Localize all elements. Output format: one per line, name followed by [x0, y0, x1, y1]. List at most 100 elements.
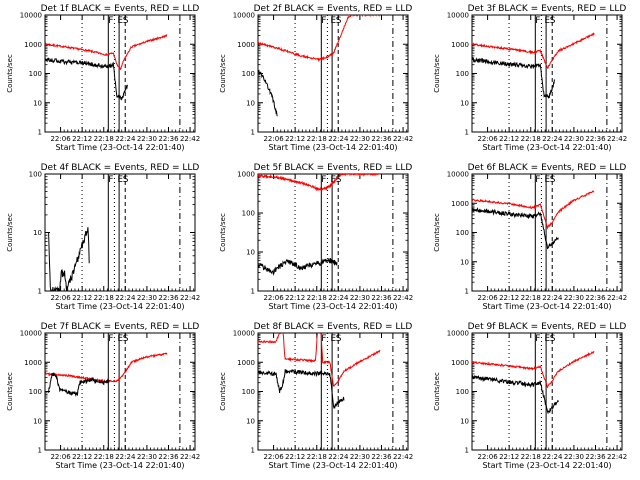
y-tick-label: 10: [460, 99, 469, 107]
y-tick-label: 10: [246, 99, 255, 107]
x-axis-label: Start Time (23-Oct-14 22:01:40): [482, 143, 611, 152]
x-tick-label: 22:42: [180, 453, 200, 461]
chart-panel-5: Det 5f BLACK = Events, RED = LLD 1 10 100 10…: [219, 163, 413, 311]
plot-frame: [471, 332, 623, 451]
marker-letter: E: [330, 16, 336, 26]
y-tick-label: 1000: [237, 41, 255, 49]
x-tick-label: 22:18: [307, 453, 327, 461]
y-tick-label: 1: [465, 447, 469, 455]
series-line-black: [472, 57, 555, 100]
marker-letter: S: [336, 334, 342, 344]
y-tick-label: 1000: [451, 41, 469, 49]
plot-frame: [257, 14, 409, 133]
marker-letter: E: [330, 175, 336, 185]
y-axis-label: Counts/sec: [6, 372, 14, 411]
x-tick-label: 22:12: [72, 294, 92, 302]
y-tick-label: 10000: [447, 171, 469, 179]
y-axis-label: Counts/sec: [433, 372, 441, 411]
chart-title: Det 2f BLACK = Events, RED = LLD: [254, 4, 413, 14]
x-axis-label: Start Time (23-Oct-14 22:01:40): [55, 461, 184, 470]
marker-letter: F: [321, 334, 326, 344]
y-tick-label: 100: [242, 210, 255, 218]
plot-frame: [44, 14, 196, 133]
x-tick-label: 22:42: [180, 294, 200, 302]
x-tick-label: 22:30: [564, 453, 584, 461]
x-tick-label: 22:42: [393, 135, 413, 143]
marker-letter: S: [550, 175, 556, 185]
x-tick-label: 22:42: [607, 294, 627, 302]
series-line-black: [48, 372, 110, 397]
series-line-black: [48, 227, 90, 291]
x-tick-label: 22:24: [328, 135, 349, 143]
x-tick-label: 22:36: [158, 453, 179, 461]
x-tick-label: 22:30: [564, 135, 584, 143]
x-tick-label: 22:36: [371, 294, 392, 302]
x-tick-label: 22:06: [477, 453, 498, 461]
x-tick-label: 22:18: [521, 453, 541, 461]
marker-letter: F: [321, 16, 326, 26]
x-tick-label: 22:30: [137, 453, 157, 461]
x-tick-label: 22:36: [158, 135, 179, 143]
marker-letter: E: [330, 334, 336, 344]
y-tick-label: 1000: [237, 359, 255, 367]
plot-frame: [257, 332, 409, 451]
chart-panel-9: Det 9f BLACK = Events, RED = LLD 1 10 100 10…: [433, 322, 627, 470]
x-tick-label: 22:30: [350, 453, 370, 461]
x-tick-label: 22:06: [477, 135, 498, 143]
chart-title: Det 7f BLACK = Events, RED = LLD: [41, 322, 200, 332]
x-tick-label: 22:18: [307, 294, 327, 302]
marker-letter: S: [336, 175, 342, 185]
x-tick-label: 22:36: [585, 453, 606, 461]
y-tick-label: 10: [33, 417, 42, 425]
x-tick-label: 22:30: [350, 135, 370, 143]
x-tick-label: 22:12: [285, 135, 305, 143]
x-tick-label: 22:06: [477, 294, 498, 302]
chart-title: Det 9f BLACK = Events, RED = LLD: [468, 322, 627, 332]
y-axis-label: Counts/sec: [433, 54, 441, 93]
x-axis-label: Start Time (23-Oct-14 22:01:40): [55, 302, 184, 311]
y-axis-label: Counts/sec: [219, 213, 227, 252]
y-tick-label: 1000: [451, 200, 469, 208]
x-tick-label: 22:12: [285, 294, 305, 302]
series-line-red: [472, 350, 595, 389]
x-tick-label: 22:18: [521, 135, 541, 143]
chart-panel-3: Det 3f BLACK = Events, RED = LLD 1 10 100 10…: [433, 4, 627, 152]
x-axis-label: Start Time (23-Oct-14 22:01:40): [482, 302, 611, 311]
y-axis-label: Counts/sec: [6, 54, 14, 93]
marker-letter: S: [550, 334, 556, 344]
x-axis-label: Start Time (23-Oct-14 22:01:40): [55, 143, 184, 152]
y-axis-label: Counts/sec: [219, 372, 227, 411]
marker-letter: S: [123, 334, 129, 344]
x-tick-label: 22:06: [263, 135, 284, 143]
marker-letter: F: [535, 334, 540, 344]
x-tick-label: 22:24: [115, 453, 136, 461]
y-tick-label: 1: [251, 288, 255, 296]
x-tick-label: 22:42: [607, 453, 627, 461]
y-tick-label: 1000: [237, 171, 255, 179]
y-tick-label: 100: [456, 229, 469, 237]
chart-title: Det 1f BLACK = Events, RED = LLD: [41, 4, 200, 14]
series-line-red: [45, 34, 168, 71]
marker-letter: S: [550, 16, 556, 26]
x-tick-label: 22:36: [585, 135, 606, 143]
y-tick-label: 1: [465, 288, 469, 296]
x-tick-label: 22:24: [115, 135, 136, 143]
y-tick-label: 10: [460, 258, 469, 266]
x-axis-label: Start Time (23-Oct-14 22:01:40): [268, 461, 397, 470]
y-tick-label: 1000: [451, 359, 469, 367]
x-tick-label: 22:42: [180, 135, 200, 143]
series-line-red: [472, 32, 595, 69]
chart-title: Det 8f BLACK = Events, RED = LLD: [254, 322, 413, 332]
plot-frame: [471, 14, 623, 133]
plot-frame: [44, 173, 196, 292]
marker-letter: E: [544, 16, 550, 26]
series-line-red: [258, 333, 381, 387]
y-tick-label: 10: [246, 249, 255, 257]
series-line-red: [258, 15, 381, 63]
x-tick-label: 22:30: [137, 294, 157, 302]
y-tick-label: 100: [456, 70, 469, 78]
y-tick-label: 1: [251, 129, 255, 137]
chart-panel-6: Det 6f BLACK = Events, RED = LLD 1 10 100 10…: [433, 163, 627, 311]
marker-letter: E: [117, 334, 123, 344]
series-line-red: [258, 174, 381, 192]
